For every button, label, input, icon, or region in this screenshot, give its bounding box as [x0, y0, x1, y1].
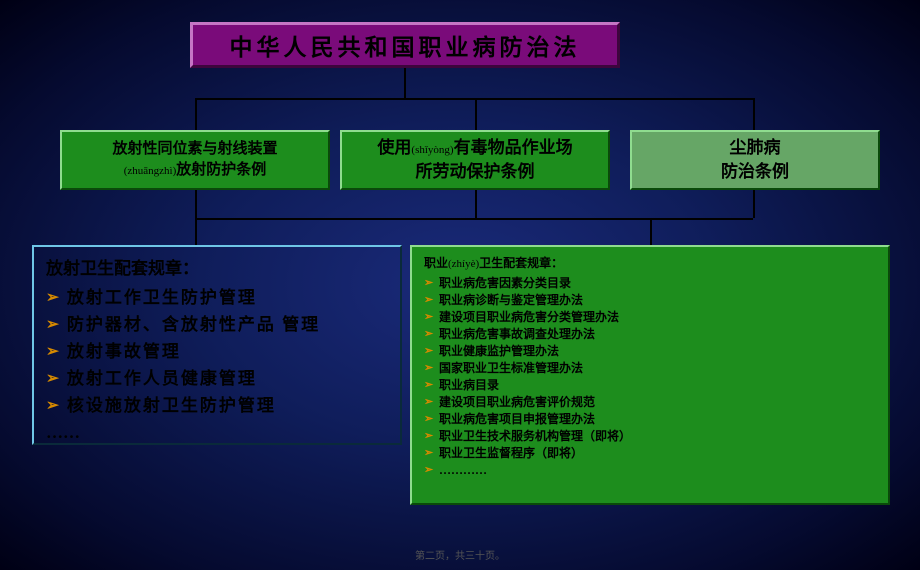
det2-header-pinyin: (zhíyè)	[448, 258, 479, 270]
list-item: ➢ 建设项目职业病危害分类管理办法	[424, 309, 878, 326]
bullet-icon: ➢	[424, 394, 433, 411]
list-item-text: 防护器材、含放射性产品 管理	[67, 311, 320, 338]
list-item-text: 职业健康监护管理办法	[439, 343, 559, 360]
list-item: ➢ 职业健康监护管理办法	[424, 343, 878, 360]
mid1-line2: 放射防护条例	[176, 162, 266, 178]
list-item: ➢ …………	[424, 462, 878, 479]
det2-header-post: 卫生配套规章：	[479, 256, 563, 270]
mid2-pre: 使用	[377, 138, 411, 157]
list-item: ➢ 职业卫生监督程序（即将）	[424, 445, 878, 462]
mid-box-radiation: 放射性同位素与射线装置 (zhuāngzhì)放射防护条例	[60, 130, 330, 190]
detail-box-radiation: 放射卫生配套规章： ➢放射工作卫生防护管理➢防护器材、含放射性产品 管理➢放射事…	[32, 245, 402, 445]
det1-header: 放射卫生配套规章：	[46, 255, 390, 282]
mid2-post: 有毒物品作业场	[454, 138, 573, 157]
list-item-text: …………	[439, 462, 487, 479]
list-item: ➢ 建设项目职业病危害评价规范	[424, 394, 878, 411]
bullet-icon: ➢	[424, 377, 433, 394]
mid-box-toxic: 使用(shǐyòng)有毒物品作业场 所劳动保护条例	[340, 130, 610, 190]
bullet-icon: ➢	[424, 292, 433, 309]
list-item-text: 国家职业卫生标准管理办法	[439, 360, 583, 377]
list-item: ➢防护器材、含放射性产品 管理	[46, 311, 390, 338]
list-item: ➢ 职业病危害项目申报管理办法	[424, 411, 878, 428]
conn-v-d2a	[475, 190, 477, 218]
bullet-icon: ➢	[46, 392, 61, 419]
mid3-line2: 防治条例	[721, 162, 789, 181]
conn-v-m3	[753, 98, 755, 130]
title-box: 中华人民共和国职业病防治法	[190, 22, 620, 68]
mid2-line2: 所劳动保护条例	[415, 162, 534, 181]
detail-box-occupational: 职业(zhíyè)卫生配套规章： ➢ 职业病危害因素分类目录 ➢ 职业病诊断与鉴定管理…	[410, 245, 890, 505]
bullet-icon: ➢	[424, 445, 433, 462]
list-item-text: 放射工作卫生防护管理	[67, 284, 257, 311]
list-item-text: 职业病危害事故调查处理办法	[439, 326, 595, 343]
list-item: ➢ 职业病危害事故调查处理办法	[424, 326, 878, 343]
list-item-text: 核设施放射卫生防护管理	[67, 392, 276, 419]
mid1-pinyin: (zhuāngzhì)	[124, 165, 177, 177]
title-text: 中华人民共和国职业病防治法	[230, 28, 581, 62]
conn-h-bot	[195, 218, 753, 220]
mid-box-dustlung: 尘肺病 防治条例	[630, 130, 880, 190]
list-item-text: 放射工作人员健康管理	[67, 365, 257, 392]
list-item: ➢放射工作人员健康管理	[46, 365, 390, 392]
list-item: ➢ 职业病危害因素分类目录	[424, 275, 878, 292]
list-item-text: 放射事故管理	[67, 338, 181, 365]
list-item: ➢ 职业病诊断与鉴定管理办法	[424, 292, 878, 309]
list-item: ➢核设施放射卫生防护管理	[46, 392, 390, 419]
det1-more: ……	[46, 419, 390, 446]
bullet-icon: ➢	[424, 343, 433, 360]
list-item-text: 职业卫生技术服务机构管理（即将）	[439, 428, 631, 445]
list-item-text: 职业病危害项目申报管理办法	[439, 411, 595, 428]
conn-v-d1	[195, 190, 197, 220]
list-item-text: 职业病诊断与鉴定管理办法	[439, 292, 583, 309]
bullet-icon: ➢	[424, 411, 433, 428]
det2-header-pre: 职业	[424, 256, 448, 270]
conn-v-m2	[475, 98, 477, 130]
list-item-text: 职业病目录	[439, 377, 499, 394]
list-item: ➢放射工作卫生防护管理	[46, 284, 390, 311]
list-item-text: 建设项目职业病危害分类管理办法	[439, 309, 619, 326]
conn-v-det1	[195, 218, 197, 245]
list-item: ➢ 职业病目录	[424, 377, 878, 394]
det2-list: ➢ 职业病危害因素分类目录 ➢ 职业病诊断与鉴定管理办法 ➢ 建设项目职业病危害分类管理办…	[424, 275, 878, 479]
bullet-icon: ➢	[46, 338, 61, 365]
list-item-text: 建设项目职业病危害评价规范	[439, 394, 595, 411]
conn-v-det2	[650, 218, 652, 245]
bullet-icon: ➢	[424, 428, 433, 445]
det2-header: 职业(zhíyè)卫生配套规章：	[424, 255, 878, 273]
list-item: ➢ 国家职业卫生标准管理办法	[424, 360, 878, 377]
bullet-icon: ➢	[424, 275, 433, 292]
list-item-text: 职业病危害因素分类目录	[439, 275, 571, 292]
bullet-icon: ➢	[424, 326, 433, 343]
conn-v-d2b	[753, 190, 755, 218]
footer-text: 第二页，共三十页。	[0, 547, 920, 562]
mid1-line1: 放射性同位素与射线装置	[112, 141, 277, 157]
conn-v-title	[404, 68, 406, 98]
bullet-icon: ➢	[424, 360, 433, 377]
bullet-icon: ➢	[424, 309, 433, 326]
bullet-icon: ➢	[46, 284, 61, 311]
list-item: ➢放射事故管理	[46, 338, 390, 365]
det1-list: ➢放射工作卫生防护管理➢防护器材、含放射性产品 管理➢放射事故管理➢放射工作人员…	[46, 284, 390, 419]
mid2-pinyin: (shǐyòng)	[411, 144, 453, 156]
mid3-line1: 尘肺病	[730, 138, 781, 157]
bullet-icon: ➢	[424, 462, 433, 479]
conn-v-m1	[195, 98, 197, 130]
bullet-icon: ➢	[46, 365, 61, 392]
list-item-text: 职业卫生监督程序（即将）	[439, 445, 583, 462]
bullet-icon: ➢	[46, 311, 61, 338]
list-item: ➢ 职业卫生技术服务机构管理（即将）	[424, 428, 878, 445]
